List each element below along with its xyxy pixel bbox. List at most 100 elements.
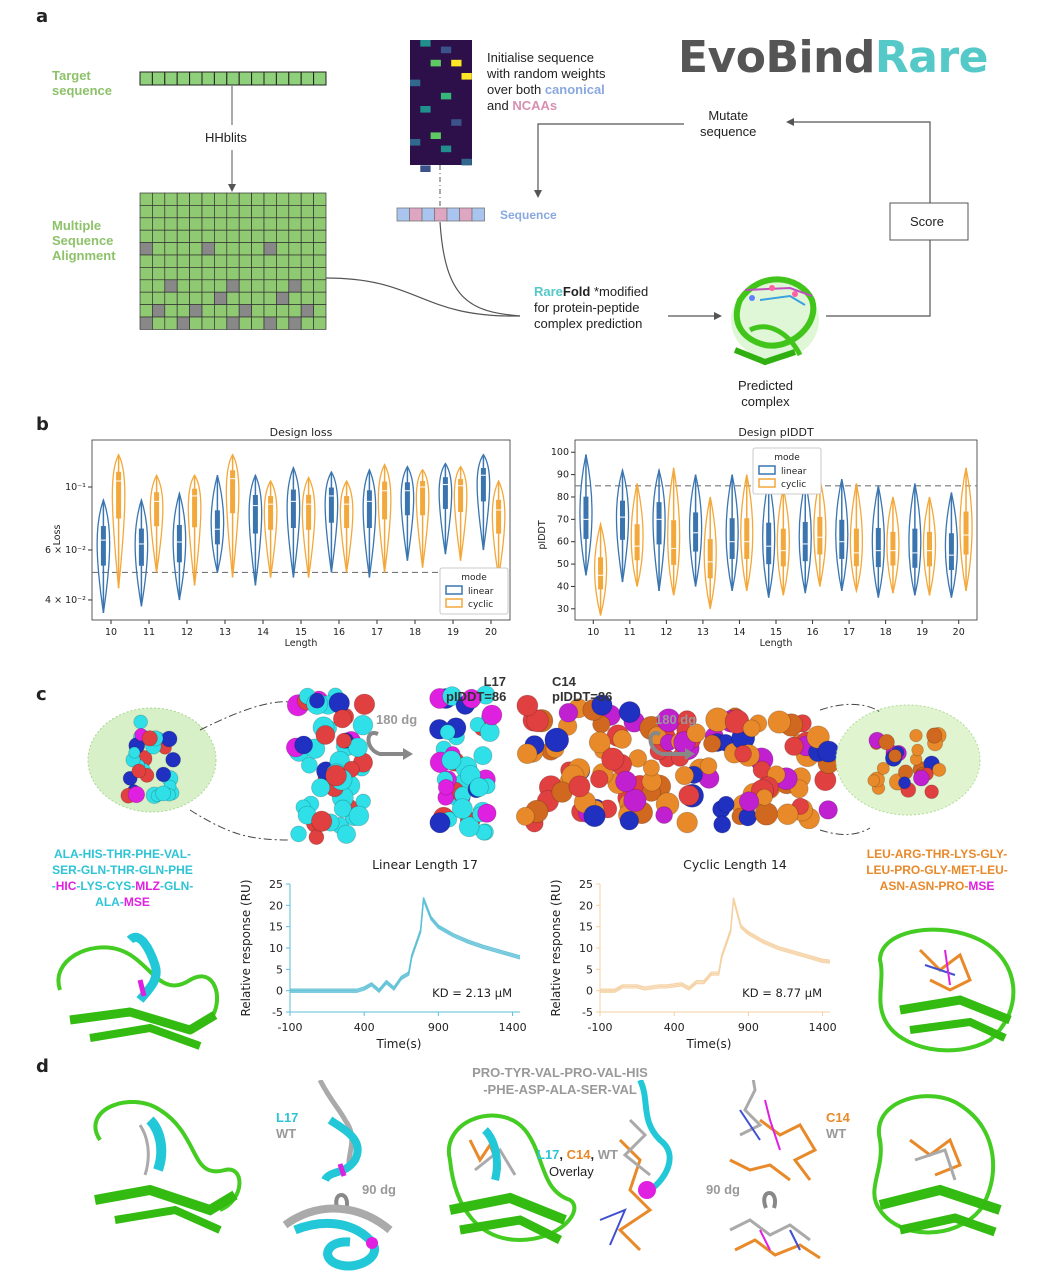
sequence-fragment: LEU-ARG-THR-LYS-GLY- LEU-PRO-GLY-MET-LEU… xyxy=(866,847,1008,893)
violin-cyclic xyxy=(922,496,937,596)
msa-cell xyxy=(139,229,153,243)
msa-cell xyxy=(164,192,178,206)
legend-swatch-linear xyxy=(445,585,463,595)
msa-cell xyxy=(201,205,215,219)
msa-cell xyxy=(201,279,215,293)
c14-wt-sticks xyxy=(729,1080,818,1182)
rotation-label-4: 90 dg xyxy=(706,1182,740,1197)
msa-cell xyxy=(300,291,314,305)
atom-sphere xyxy=(515,806,535,826)
rotation-arrow-icon xyxy=(366,731,413,760)
target-cell xyxy=(263,71,277,86)
y-tick-label: 15 xyxy=(269,921,283,934)
atom-sphere xyxy=(469,777,489,798)
atom-sphere xyxy=(734,744,752,763)
atom-sphere xyxy=(888,748,902,763)
msa-cell xyxy=(263,192,277,206)
msa-cell xyxy=(276,217,290,231)
atom-sphere xyxy=(461,688,482,709)
atom-sphere xyxy=(876,761,890,775)
msa-cell xyxy=(189,316,203,330)
violin-iqr-box xyxy=(802,522,808,562)
sequence-fragment: HIC xyxy=(55,879,77,893)
x-tick-label: 20 xyxy=(953,627,965,638)
violin-linear xyxy=(908,483,922,596)
x-axis-label: Length xyxy=(760,638,793,649)
l17-cartoon-structure xyxy=(56,933,220,1050)
violin-iqr-box xyxy=(458,479,464,512)
msa-cell xyxy=(263,254,277,268)
hhblits-label: HHblits xyxy=(205,130,247,145)
c14-plddt-label: C14 pIDDT=86 xyxy=(552,674,613,704)
canonical-word: canonical xyxy=(544,82,605,97)
heatmap-cell xyxy=(440,145,452,153)
violin-iqr-box xyxy=(656,502,662,545)
msa-cell xyxy=(251,229,265,243)
msa-cell xyxy=(276,316,290,330)
atom-sphere xyxy=(544,727,570,753)
violin-iqr-box xyxy=(252,494,258,534)
atom-sphere xyxy=(333,799,352,818)
heatmap-cell xyxy=(451,59,462,67)
rotation-label-1: 180 dg xyxy=(376,712,418,727)
violin-iqr-box xyxy=(634,524,640,561)
y-tick-label: 25 xyxy=(269,878,283,891)
violin-iqr-box xyxy=(268,496,274,530)
panel-label-a: a xyxy=(36,6,49,27)
atom-sphere xyxy=(818,800,838,820)
atom-sphere xyxy=(311,810,333,832)
violin-iqr-box xyxy=(154,492,160,527)
violin-linear xyxy=(134,497,149,607)
heatmap-cell xyxy=(451,119,462,126)
violin-iqr-box xyxy=(442,477,448,509)
atom-sphere xyxy=(601,747,625,771)
spr-cyclic-chart: Cyclic Length 14 -5 0 5 10 15 20 25 -100 400 900 14… xyxy=(549,857,837,1051)
violin-linear xyxy=(476,453,491,551)
x-tick-label: 10 xyxy=(587,627,599,638)
panel-c-structures xyxy=(87,685,981,845)
violin-iqr-box xyxy=(290,489,296,529)
msa-cell xyxy=(238,316,252,330)
violin-iqr-box xyxy=(116,471,122,519)
msa-cell xyxy=(201,217,215,231)
y-tick-label: 5 xyxy=(586,963,593,976)
msa-cell xyxy=(139,254,153,268)
msa-cell xyxy=(300,267,314,281)
atom-sphere xyxy=(141,730,158,747)
atom-sphere xyxy=(308,829,325,845)
msa-cell xyxy=(238,254,252,268)
msa-cell xyxy=(263,205,277,219)
msa-cell xyxy=(263,279,277,293)
atom-sphere xyxy=(516,694,539,717)
target-cell xyxy=(189,71,203,86)
sequence-cell xyxy=(471,207,485,222)
violin-linear xyxy=(944,492,959,598)
atom-sphere xyxy=(713,815,732,834)
msa-cell xyxy=(214,229,228,243)
l17-wt-label: L17 WT xyxy=(276,1110,299,1141)
sequence-cell xyxy=(434,207,448,222)
atom-sphere xyxy=(516,743,538,765)
mutate-sequence-label: Mutate sequence xyxy=(700,108,757,139)
spr-title: Cyclic Length 14 xyxy=(683,857,787,872)
msa-cell xyxy=(276,205,290,219)
y-tick-label: 0 xyxy=(586,985,593,998)
msa-cell xyxy=(276,291,290,305)
msa-cell xyxy=(300,279,314,293)
msa-cell xyxy=(189,291,203,305)
y-axis-label: pIDDT xyxy=(537,520,548,549)
msa-cell xyxy=(226,205,240,219)
sequence-cell xyxy=(421,207,435,222)
atom-sphere xyxy=(558,702,579,723)
violin-iqr-box xyxy=(214,510,220,545)
msa-cell xyxy=(214,291,228,305)
msa-cell xyxy=(276,192,290,206)
violin-iqr-box xyxy=(839,519,845,559)
legend-swatch-cyclic xyxy=(758,478,776,488)
x-tick-label: 18 xyxy=(409,627,421,638)
atom-sphere xyxy=(583,804,606,828)
msa-cell xyxy=(263,316,277,330)
msa-cell xyxy=(201,304,215,318)
y-tick-label: 100 xyxy=(551,447,569,458)
sequence-fragment: MLZ xyxy=(135,879,160,893)
